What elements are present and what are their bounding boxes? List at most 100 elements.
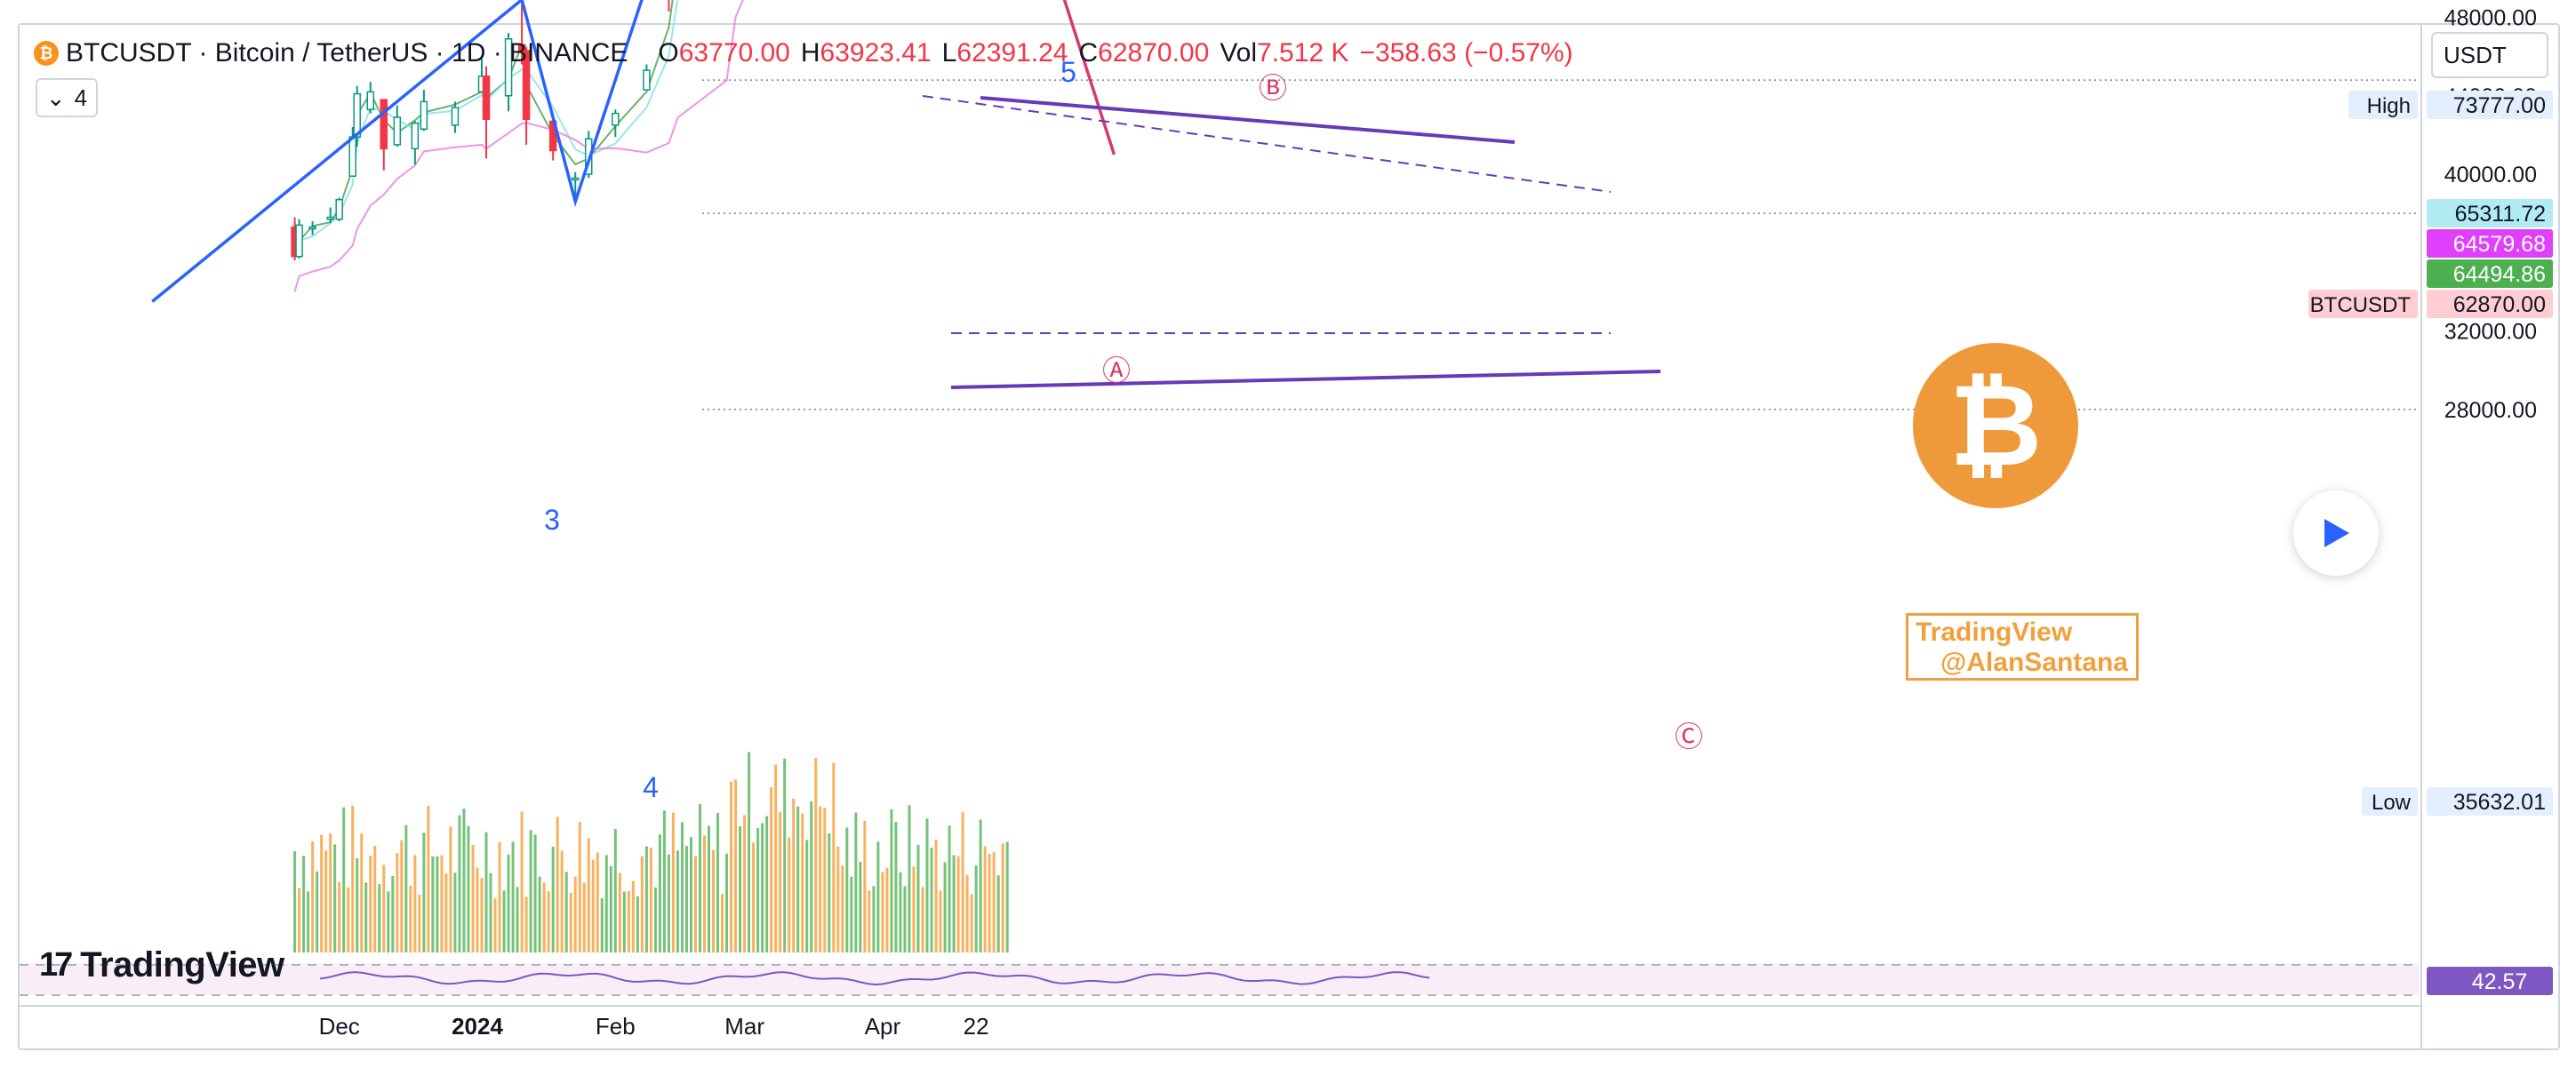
volume-bar xyxy=(511,841,515,952)
volume-bar xyxy=(307,891,310,952)
volume-bar xyxy=(689,837,692,952)
volume-bar xyxy=(329,833,332,952)
price-tag: 65311.72 xyxy=(2427,199,2553,227)
rsi-tag: 42.57 xyxy=(2427,967,2553,995)
volume-bar xyxy=(471,845,475,952)
candle-body xyxy=(517,44,526,52)
volume-bar xyxy=(444,873,448,952)
wave-label: Ⓒ xyxy=(1675,721,1703,753)
volume-bar xyxy=(649,847,652,952)
watermark-line1: TradingView xyxy=(1916,618,2073,647)
candle xyxy=(612,109,620,138)
volume-bar xyxy=(761,823,764,952)
candle xyxy=(451,101,460,133)
price-tag: 35632.01 Low xyxy=(2362,787,2553,816)
price-tag-bg xyxy=(2427,199,2553,227)
bitcoin-icon: ₿ xyxy=(34,41,59,66)
price-tick-label: 40000.00 xyxy=(2444,163,2537,187)
volume-bar xyxy=(609,865,612,952)
volume-bar xyxy=(970,894,973,952)
wave-label: Ⓐ xyxy=(1102,355,1131,387)
candle-body xyxy=(393,116,402,146)
low-value: 62391.24 xyxy=(956,38,1068,68)
volume-bar xyxy=(765,816,769,952)
volume-bar xyxy=(560,850,564,952)
symbol-title[interactable]: BTCUSDT · Bitcoin / TetherUS · 1D · BINA… xyxy=(66,38,628,68)
price-tag-label: High xyxy=(2367,94,2411,118)
high-value: 63923.41 xyxy=(820,38,932,68)
drawings[interactable]: 3 4 5 Ⓐ Ⓑ Ⓒ xyxy=(151,0,1703,803)
volume-bar xyxy=(748,752,751,952)
volume-bar xyxy=(1001,843,1004,952)
volume-key: Vol xyxy=(1220,38,1258,68)
candle-body xyxy=(504,38,513,97)
volume-bar xyxy=(364,882,368,952)
volume-bar xyxy=(921,887,924,952)
volume-bar xyxy=(538,876,541,952)
volume-bar xyxy=(965,874,969,952)
wave-label: 3 xyxy=(544,504,560,536)
volume-bar xyxy=(369,855,372,952)
candle xyxy=(326,207,334,224)
volume-bar xyxy=(627,890,630,952)
volume-bar xyxy=(930,847,933,952)
volume-bar xyxy=(783,758,787,952)
candle xyxy=(308,220,316,235)
volume-bar xyxy=(872,886,876,952)
channel-dashed-upper xyxy=(922,95,1612,193)
wave-label: 4 xyxy=(643,771,659,803)
price-tag-label-bg xyxy=(2348,91,2418,119)
volume-bar xyxy=(529,830,532,952)
tradingview-logo[interactable]: 17 TradingView xyxy=(39,945,284,985)
volume-bar xyxy=(404,825,408,952)
price-tag-value: 65311.72 xyxy=(2455,202,2546,227)
volume-bar xyxy=(774,764,778,952)
currency-selector[interactable]: USDT xyxy=(2431,32,2548,78)
time-tick-label: Feb xyxy=(596,1013,636,1040)
tradingview-wordmark: TradingView xyxy=(80,945,284,984)
volume-bar xyxy=(943,862,947,952)
volume-bars xyxy=(293,752,1009,952)
price-tag-label: BTCUSDT xyxy=(2310,293,2412,317)
volume-bar xyxy=(556,817,559,952)
candle-body xyxy=(571,177,580,181)
replay-button[interactable] xyxy=(2293,490,2379,576)
volume-bar xyxy=(596,852,599,952)
volume-bar xyxy=(836,846,840,952)
volume-bar xyxy=(520,811,524,952)
candlesticks[interactable] xyxy=(291,0,1011,261)
collapse-indicators-button[interactable]: ⌄ 4 xyxy=(36,78,98,117)
volume-bar xyxy=(440,855,444,952)
volume-bar xyxy=(779,812,782,952)
volume-bar xyxy=(413,855,417,952)
rsi-tag-bg xyxy=(2427,967,2553,995)
volume-bar xyxy=(462,809,466,952)
volume-bar xyxy=(680,822,684,952)
volume-bar xyxy=(631,881,635,952)
volume-bar xyxy=(373,845,377,952)
candle-body xyxy=(522,50,531,120)
change-value: −358.63 (−0.57%) xyxy=(1359,38,1573,68)
volume-bar xyxy=(480,878,484,952)
volume-bar xyxy=(854,812,858,952)
time-tick-label: Mar xyxy=(724,1013,764,1040)
volume-bar xyxy=(351,805,355,952)
volume-bar xyxy=(845,827,849,952)
volume-bar xyxy=(640,856,644,952)
volume-bar xyxy=(378,884,381,952)
volume-bar xyxy=(703,835,707,952)
volume-bar xyxy=(684,846,688,952)
time-axis-labels: Dec 2024 Feb Mar Apr 22 xyxy=(319,1013,989,1040)
volume-bar xyxy=(662,810,666,952)
candle xyxy=(393,105,402,147)
volume-bar xyxy=(712,849,716,952)
candle xyxy=(295,219,303,259)
volume-bar xyxy=(979,819,982,952)
volume-bar xyxy=(961,812,964,952)
volume-bar xyxy=(302,856,306,952)
price-tag: 73777.00 High xyxy=(2348,91,2553,119)
volume-bar xyxy=(890,809,893,952)
open-value: 63770.00 xyxy=(678,38,790,68)
candle xyxy=(353,85,361,147)
